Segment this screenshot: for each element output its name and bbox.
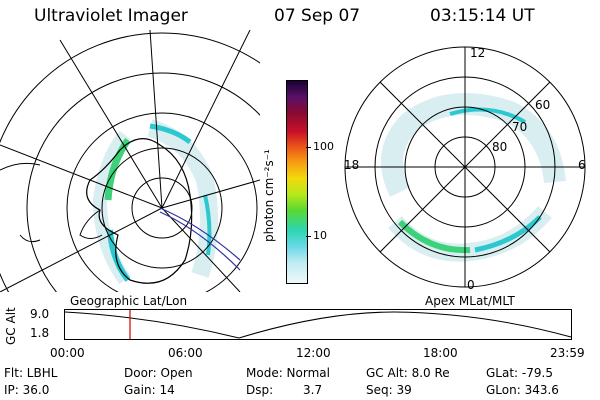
colorbar-label-10: 10: [313, 229, 327, 242]
geographic-image: [0, 30, 260, 292]
ip-info: IP: 36.0: [4, 383, 50, 397]
timeline-plot: [64, 309, 572, 340]
right-panel-label: Apex MLat/MLT: [425, 294, 515, 308]
dsp-value: 3.7: [303, 383, 323, 397]
filter-info: Flt: LBHL: [4, 366, 58, 380]
timeline-ytick-1: 1.8: [30, 326, 50, 340]
timeline-ylabel: GC Alt: [4, 307, 18, 345]
timeline-xtick-0: 00:00: [50, 346, 85, 360]
time-label: 03:15:14 UT: [430, 6, 535, 26]
mlt-label-12: 12: [470, 46, 486, 60]
timeline-xtick-2: 12:00: [296, 346, 331, 360]
door-info: Door: Open: [124, 366, 193, 380]
dsp-label: Dsp:: [246, 383, 274, 397]
mlat-label-60: 60: [535, 98, 551, 112]
glat-info: GLat: -79.5: [486, 366, 553, 380]
timeline-ytick-9: 9.0: [30, 307, 50, 321]
date-label: 07 Sep 07: [274, 6, 361, 26]
aurora-oval-right: [381, 93, 566, 262]
left-panel-label: Geographic Lat/Lon: [70, 294, 188, 308]
gain-info: Gain: 14: [124, 383, 175, 397]
mode-info: Mode: Normal: [246, 366, 330, 380]
seq-info: Seq: 39: [366, 383, 412, 397]
colorbar-tick-10: [306, 236, 311, 237]
mlat-label-80: 80: [492, 140, 508, 154]
colorbar-label-100: 100: [313, 140, 334, 153]
timeline-xtick-4: 23:59: [550, 346, 585, 360]
timeline-xtick-3: 18:00: [423, 346, 458, 360]
colorbar-unit: photon cm⁻²s⁻¹: [262, 149, 276, 242]
mlt-label-6: 6: [578, 158, 586, 172]
gc-alt-info: GC Alt: 8.0 Re: [366, 366, 450, 380]
mlat-mlt-plot: [344, 46, 586, 288]
timeline-xtick-1: 06:00: [168, 346, 203, 360]
colorbar-tick-100: [306, 147, 311, 148]
colorbar: [286, 80, 308, 284]
mlat-label-70: 70: [512, 120, 528, 134]
glon-info: GLon: 343.6: [486, 383, 559, 397]
mlt-label-18: 18: [344, 158, 360, 172]
instrument-title: Ultraviolet Imager: [34, 6, 188, 26]
mlt-label-0: 0: [467, 278, 475, 292]
